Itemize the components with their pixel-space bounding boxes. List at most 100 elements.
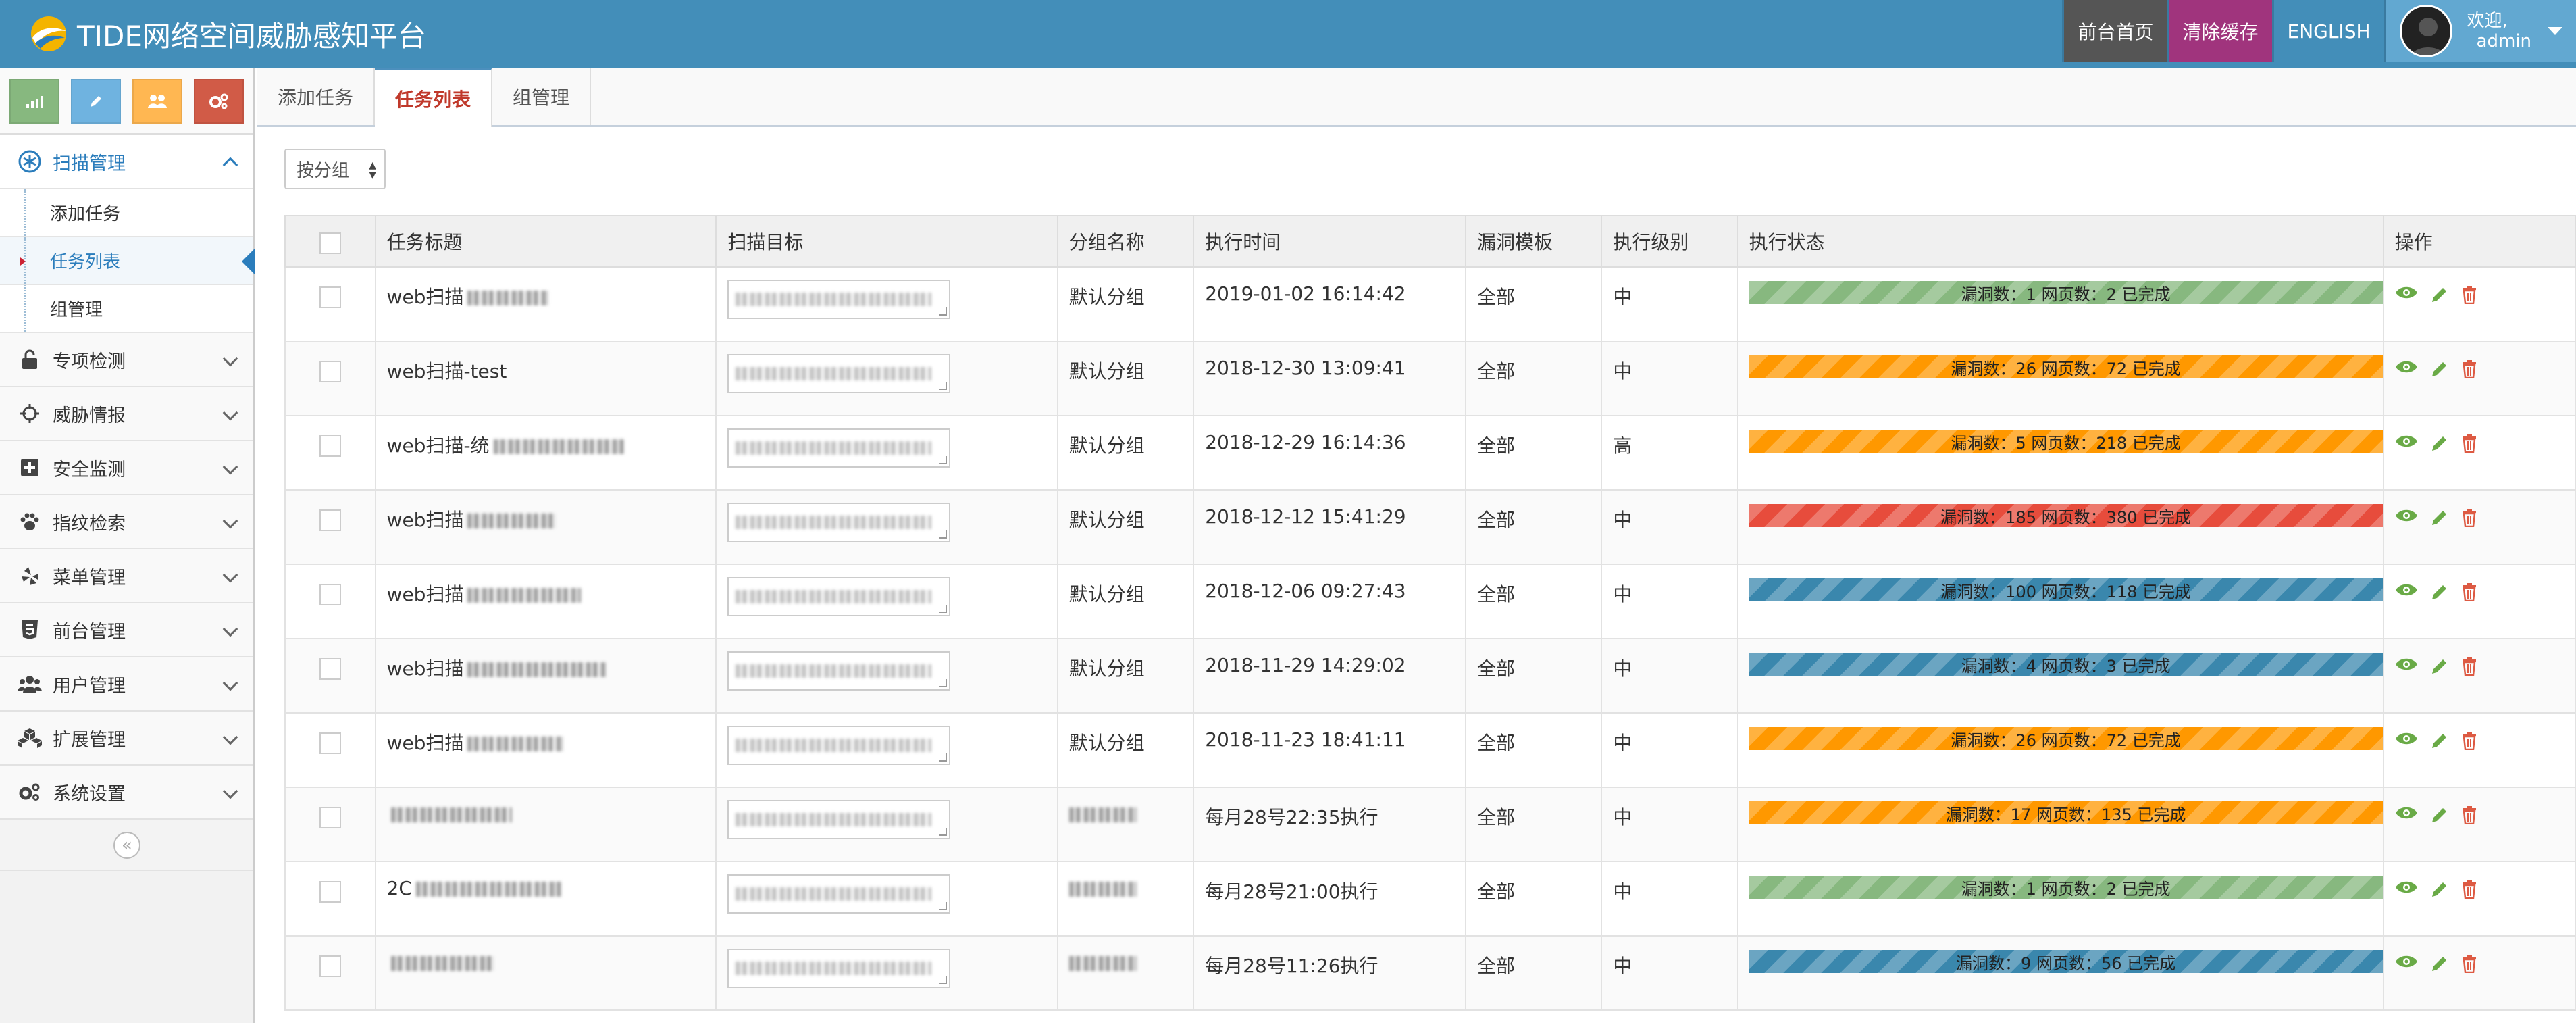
group-select[interactable]: 按分组 ▲ ▼ bbox=[284, 149, 386, 189]
menu-label: 扫描管理 bbox=[53, 153, 126, 174]
menu-special-detection[interactable]: 专项检测 bbox=[0, 333, 253, 387]
scan-target-field[interactable] bbox=[727, 354, 951, 393]
exec-time: 每月28号21:00执行 bbox=[1193, 862, 1467, 937]
row-checkbox[interactable] bbox=[319, 807, 341, 828]
eye-icon bbox=[2395, 435, 2417, 447]
delete-button[interactable] bbox=[2461, 359, 2477, 378]
row-checkbox[interactable] bbox=[319, 509, 341, 531]
delete-button[interactable] bbox=[2461, 434, 2477, 453]
view-button[interactable] bbox=[2395, 805, 2418, 824]
view-button[interactable] bbox=[2395, 285, 2418, 304]
cubes-icon bbox=[18, 728, 42, 748]
edit-button[interactable] bbox=[2430, 285, 2449, 304]
pencil-icon bbox=[2431, 585, 2446, 599]
status-progress-bar: 漏洞数：1 网页数：2 已完成 bbox=[1749, 876, 2383, 899]
edit-button[interactable] bbox=[2430, 731, 2449, 750]
edit-button[interactable] bbox=[2430, 508, 2449, 527]
submenu-group-management[interactable]: 组管理 bbox=[0, 285, 253, 333]
delete-button[interactable] bbox=[2461, 582, 2477, 601]
menu-menu-management[interactable]: 菜单管理 bbox=[0, 549, 253, 603]
scan-target-field[interactable] bbox=[727, 800, 951, 839]
delete-button[interactable] bbox=[2461, 285, 2477, 304]
menu-fingerprint-search[interactable]: 指纹检索 bbox=[0, 495, 253, 549]
exec-level: 中 bbox=[1601, 341, 1738, 416]
row-checkbox[interactable] bbox=[319, 286, 341, 308]
menu-scan-management[interactable]: 扫描管理 bbox=[0, 135, 253, 189]
view-button[interactable] bbox=[2395, 508, 2418, 527]
double-angle-left-icon[interactable]: « bbox=[113, 832, 140, 859]
menu-extension-management[interactable]: 扩展管理 bbox=[0, 712, 253, 766]
edit-button[interactable] bbox=[2430, 582, 2449, 601]
redacted-text bbox=[493, 439, 625, 454]
group-name: 默认分组 bbox=[1068, 286, 1145, 308]
row-checkbox[interactable] bbox=[319, 658, 341, 680]
view-button[interactable] bbox=[2395, 657, 2418, 676]
shortcut-cogs-button[interactable] bbox=[194, 79, 244, 124]
submenu-task-list[interactable]: 任务列表 bbox=[0, 237, 255, 285]
task-title: web扫描-统 bbox=[386, 434, 490, 457]
row-checkbox[interactable] bbox=[319, 584, 341, 605]
edit-button[interactable] bbox=[2430, 657, 2449, 676]
trash-icon bbox=[2462, 360, 2476, 378]
english-link[interactable]: ENGLISH bbox=[2271, 0, 2384, 62]
menu-security-monitor[interactable]: 安全监测 bbox=[0, 441, 253, 495]
submenu-add-task[interactable]: 添加任务 bbox=[0, 189, 253, 237]
vuln-template: 全部 bbox=[1465, 341, 1603, 416]
scan-target-field[interactable] bbox=[727, 503, 951, 542]
menu-user-management[interactable]: 用户管理 bbox=[0, 657, 253, 712]
delete-button[interactable] bbox=[2461, 657, 2477, 676]
scan-target-field[interactable] bbox=[727, 280, 951, 319]
tab-group-management[interactable]: 组管理 bbox=[492, 68, 592, 125]
row-checkbox[interactable] bbox=[319, 361, 341, 382]
shortcut-signal-button[interactable] bbox=[9, 79, 59, 124]
home-link[interactable]: 前台首页 bbox=[2062, 0, 2167, 62]
menu-threat-intel[interactable]: 威胁情报 bbox=[0, 387, 253, 441]
menu-frontend-management[interactable]: 前台管理 bbox=[0, 603, 253, 657]
chevron-down-icon bbox=[222, 783, 238, 799]
view-button[interactable] bbox=[2395, 880, 2418, 899]
delete-button[interactable] bbox=[2461, 954, 2477, 973]
tab-add-task[interactable]: 添加任务 bbox=[257, 68, 376, 125]
view-button[interactable] bbox=[2395, 954, 2418, 973]
delete-button[interactable] bbox=[2461, 508, 2477, 527]
edit-button[interactable] bbox=[2430, 359, 2449, 378]
scan-target-field[interactable] bbox=[727, 949, 951, 988]
row-checkbox[interactable] bbox=[319, 881, 341, 903]
select-all-checkbox[interactable] bbox=[319, 232, 341, 254]
status-text: 漏洞数：5 网页数：218 已完成 bbox=[1951, 433, 2181, 453]
scan-target-field[interactable] bbox=[727, 428, 951, 468]
menu-system-settings[interactable]: 系统设置 bbox=[0, 766, 253, 820]
row-checkbox[interactable] bbox=[319, 955, 341, 977]
scan-target-field[interactable] bbox=[727, 726, 951, 765]
clear-cache-button[interactable]: 清除缓存 bbox=[2167, 0, 2272, 62]
view-button[interactable] bbox=[2395, 434, 2418, 453]
shortcut-pencil-button[interactable] bbox=[71, 79, 121, 124]
pencil-icon bbox=[2431, 882, 2446, 897]
shortcut-users-button[interactable] bbox=[132, 79, 182, 124]
pencil-icon bbox=[2431, 734, 2446, 748]
scan-target-field[interactable] bbox=[727, 577, 951, 616]
delete-button[interactable] bbox=[2461, 805, 2477, 824]
scan-target-field[interactable] bbox=[727, 651, 951, 691]
edit-button[interactable] bbox=[2430, 880, 2449, 899]
delete-button[interactable] bbox=[2461, 731, 2477, 750]
users-icon bbox=[148, 95, 167, 108]
edit-button[interactable] bbox=[2430, 805, 2449, 824]
pencil-icon bbox=[2431, 436, 2446, 451]
edit-button[interactable] bbox=[2430, 954, 2449, 973]
brand[interactable]: TIDE网络空间威胁感知平台 bbox=[28, 12, 426, 55]
scan-target-field[interactable] bbox=[727, 874, 951, 914]
edit-button[interactable] bbox=[2430, 434, 2449, 453]
yelp-icon bbox=[22, 567, 38, 585]
view-button[interactable] bbox=[2395, 359, 2418, 378]
task-title: web扫描 bbox=[386, 583, 464, 605]
user-menu[interactable]: 欢迎, admin bbox=[2384, 0, 2576, 62]
row-checkbox[interactable] bbox=[319, 435, 341, 457]
view-button[interactable] bbox=[2395, 731, 2418, 750]
tab-task-list[interactable]: 任务列表 bbox=[375, 68, 493, 127]
delete-button[interactable] bbox=[2461, 880, 2477, 899]
header-status: 执行状态 bbox=[1736, 215, 2384, 268]
row-checkbox[interactable] bbox=[319, 732, 341, 754]
select-updown-icon: ▲ ▼ bbox=[369, 160, 376, 180]
view-button[interactable] bbox=[2395, 582, 2418, 601]
